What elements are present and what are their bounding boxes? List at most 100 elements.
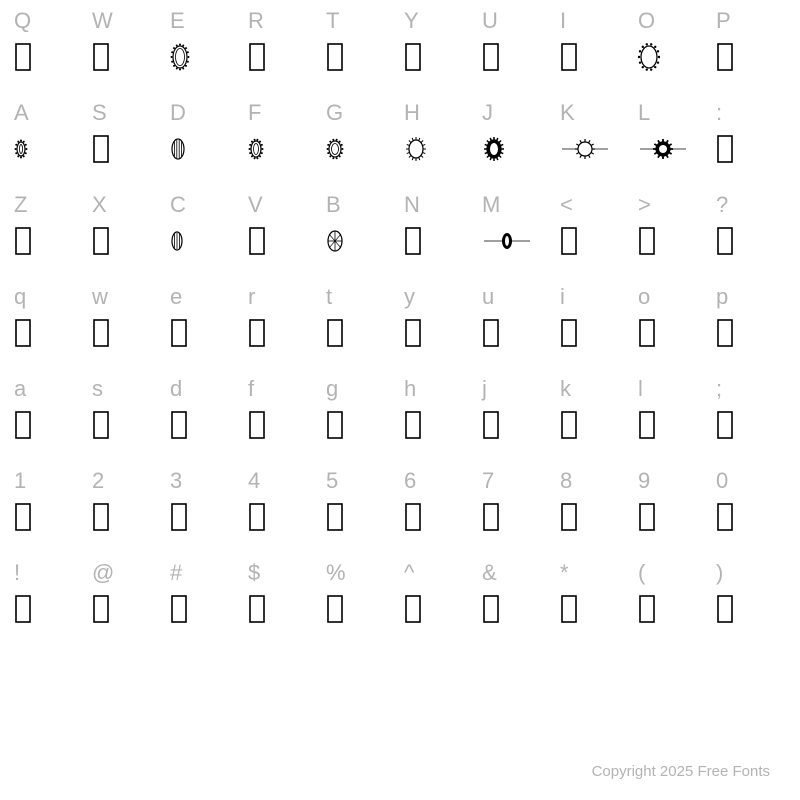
glyph-preview — [170, 590, 188, 628]
glyph-preview — [170, 38, 190, 76]
char-label: $ — [248, 556, 260, 590]
glyph-preview — [638, 314, 656, 352]
char-label: P — [716, 4, 731, 38]
char-label: o — [638, 280, 650, 314]
charmap-cell: K — [556, 96, 634, 188]
copyright-text: Copyright 2025 Free Fonts — [592, 763, 770, 780]
char-label: g — [326, 372, 338, 406]
charmap-cell: F — [244, 96, 322, 188]
glyph-preview — [560, 222, 578, 260]
char-label: j — [482, 372, 487, 406]
glyph-preview — [638, 590, 656, 628]
char-label: & — [482, 556, 497, 590]
char-label: 7 — [482, 464, 494, 498]
char-label: X — [92, 188, 107, 222]
glyph-preview — [326, 38, 344, 76]
charmap-cell: Q — [10, 4, 88, 96]
charmap-cell: o — [634, 280, 712, 372]
glyph-preview — [716, 38, 734, 76]
char-label: t — [326, 280, 332, 314]
glyph-preview — [248, 130, 264, 168]
char-label: k — [560, 372, 571, 406]
glyph-preview — [404, 222, 422, 260]
charmap-cell: A — [10, 96, 88, 188]
charmap-cell: O — [634, 4, 712, 96]
glyph-preview — [92, 130, 110, 168]
glyph-preview — [404, 498, 422, 536]
char-label: > — [638, 188, 651, 222]
glyph-preview — [716, 406, 734, 444]
charmap-cell: L — [634, 96, 712, 188]
charmap-cell: * — [556, 556, 634, 648]
charmap-cell: 2 — [88, 464, 166, 556]
char-label: 3 — [170, 464, 182, 498]
glyph-preview — [716, 314, 734, 352]
char-label: C — [170, 188, 186, 222]
glyph-preview — [560, 406, 578, 444]
charmap-cell: > — [634, 188, 712, 280]
char-label: R — [248, 4, 264, 38]
char-label: B — [326, 188, 341, 222]
charmap-cell: 4 — [244, 464, 322, 556]
char-label: 4 — [248, 464, 260, 498]
charmap-cell: ? — [712, 188, 790, 280]
charmap-cell: # — [166, 556, 244, 648]
glyph-preview — [482, 38, 500, 76]
char-label: * — [560, 556, 569, 590]
charmap-cell: & — [478, 556, 556, 648]
charmap-cell: G — [322, 96, 400, 188]
glyph-preview — [326, 590, 344, 628]
char-label: N — [404, 188, 420, 222]
char-label: w — [92, 280, 108, 314]
char-label: O — [638, 4, 655, 38]
char-label: s — [92, 372, 103, 406]
glyph-preview — [14, 130, 28, 168]
glyph-preview — [716, 222, 734, 260]
charmap-cell: ; — [712, 372, 790, 464]
charmap-cell: 0 — [712, 464, 790, 556]
glyph-preview — [92, 498, 110, 536]
glyph-preview — [638, 38, 660, 76]
charmap-cell: k — [556, 372, 634, 464]
char-label: E — [170, 4, 185, 38]
char-label: : — [716, 96, 722, 130]
glyph-preview — [326, 314, 344, 352]
char-label: Q — [14, 4, 31, 38]
char-label: U — [482, 4, 498, 38]
charmap-cell: 1 — [10, 464, 88, 556]
char-label: ( — [638, 556, 645, 590]
charmap-cell: Y — [400, 4, 478, 96]
charmap-cell: @ — [88, 556, 166, 648]
charmap-cell: g — [322, 372, 400, 464]
glyph-preview — [638, 498, 656, 536]
charmap-cell: l — [634, 372, 712, 464]
char-label: a — [14, 372, 26, 406]
char-label: 9 — [638, 464, 650, 498]
char-label: f — [248, 372, 254, 406]
char-label: G — [326, 96, 343, 130]
glyph-preview — [326, 406, 344, 444]
char-label: ) — [716, 556, 723, 590]
charmap-cell: P — [712, 4, 790, 96]
glyph-preview — [404, 314, 422, 352]
glyph-preview — [14, 222, 32, 260]
glyph-preview — [716, 590, 734, 628]
charmap-cell: ( — [634, 556, 712, 648]
charmap-cell: $ — [244, 556, 322, 648]
char-label: # — [170, 556, 182, 590]
charmap-cell: 5 — [322, 464, 400, 556]
glyph-preview — [404, 130, 428, 168]
glyph-preview — [14, 406, 32, 444]
char-label: i — [560, 280, 565, 314]
glyph-preview — [716, 130, 734, 168]
charmap-cell: I — [556, 4, 634, 96]
glyph-preview — [404, 38, 422, 76]
glyph-preview — [248, 590, 266, 628]
glyph-preview — [638, 222, 656, 260]
charmap-cell: N — [400, 188, 478, 280]
glyph-preview — [248, 314, 266, 352]
charmap-cell: j — [478, 372, 556, 464]
glyph-preview — [404, 406, 422, 444]
glyph-preview — [92, 38, 110, 76]
charmap-cell: Z — [10, 188, 88, 280]
